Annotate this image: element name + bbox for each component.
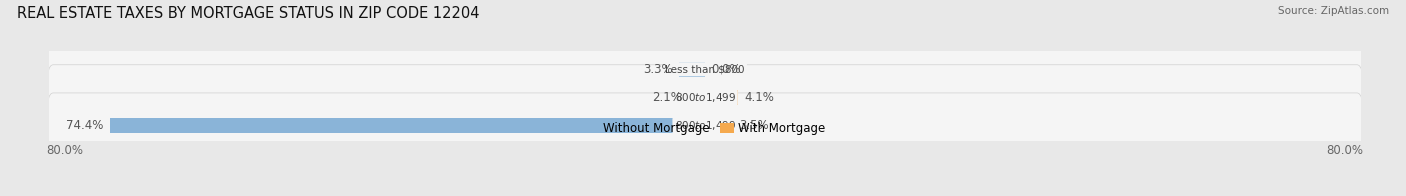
Legend: Without Mortgage, With Mortgage: Without Mortgage, With Mortgage — [579, 117, 831, 140]
Text: REAL ESTATE TAXES BY MORTGAGE STATUS IN ZIP CODE 12204: REAL ESTATE TAXES BY MORTGAGE STATUS IN … — [17, 6, 479, 21]
Text: $800 to $1,499: $800 to $1,499 — [675, 119, 735, 132]
FancyBboxPatch shape — [46, 37, 1364, 102]
Bar — [706, 90, 738, 105]
Text: 3.5%: 3.5% — [740, 119, 769, 132]
Bar — [110, 118, 706, 133]
Text: 2.1%: 2.1% — [652, 91, 682, 104]
Bar — [679, 62, 706, 77]
FancyBboxPatch shape — [46, 93, 1364, 158]
Text: Source: ZipAtlas.com: Source: ZipAtlas.com — [1278, 6, 1389, 16]
Bar — [689, 90, 706, 105]
Bar — [706, 118, 733, 133]
Text: 0.0%: 0.0% — [711, 63, 741, 76]
Text: 4.1%: 4.1% — [744, 91, 775, 104]
FancyBboxPatch shape — [46, 65, 1364, 130]
Text: 3.3%: 3.3% — [643, 63, 672, 76]
Text: $800 to $1,499: $800 to $1,499 — [675, 91, 735, 104]
Text: 74.4%: 74.4% — [66, 119, 104, 132]
Text: Less than $800: Less than $800 — [665, 64, 745, 74]
